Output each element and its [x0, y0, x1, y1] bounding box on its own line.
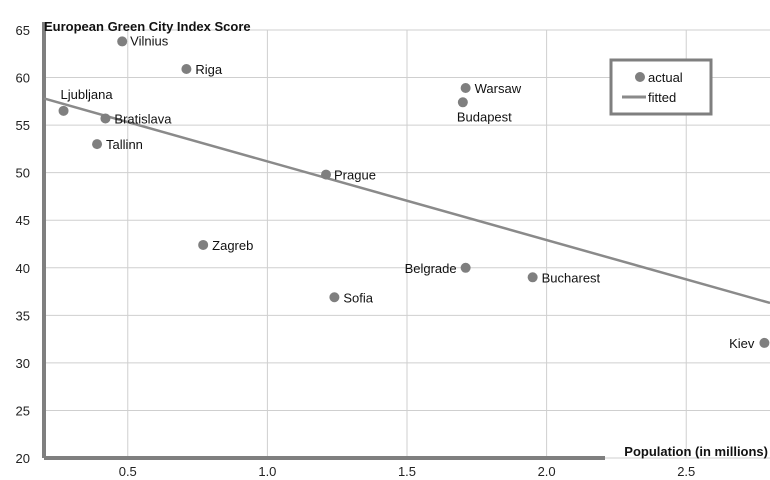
city-label: Belgrade — [405, 261, 457, 276]
data-point — [321, 169, 332, 180]
grid-layer — [44, 29, 770, 459]
city-label: Tallinn — [106, 137, 143, 152]
x-tick-label: 2.0 — [538, 464, 556, 479]
y-tick-label: 50 — [16, 166, 30, 181]
data-point — [198, 239, 209, 250]
data-point — [181, 63, 192, 74]
y-tick-label: 20 — [16, 451, 30, 466]
y-tick-label: 65 — [16, 23, 30, 38]
legend: actual fitted — [609, 58, 713, 116]
x-tick-label: 2.5 — [677, 464, 695, 479]
y-tick-label: 40 — [16, 261, 30, 276]
city-label: Vilnius — [130, 33, 169, 48]
y-tick-label: 60 — [16, 71, 30, 86]
y-tick-label: 30 — [16, 356, 30, 371]
y-tick-label: 35 — [16, 308, 30, 323]
data-point — [58, 105, 69, 116]
fitted-line — [43, 97, 770, 305]
city-label: Zagreb — [212, 238, 253, 253]
data-point — [329, 292, 340, 303]
city-label: Kiev — [729, 336, 755, 351]
data-point — [457, 97, 468, 108]
y-tick-label: 25 — [16, 403, 30, 418]
data-point — [759, 337, 770, 348]
data-point — [117, 36, 128, 47]
legend-fitted-label: fitted — [648, 90, 676, 105]
tick-label-layer: 20 25 30 35 40 45 50 55 60 65 0.5 1.0 1.5 2.0 2.5 — [16, 23, 696, 479]
data-point — [460, 262, 471, 273]
city-label: Budapest — [457, 109, 512, 124]
y-tick-label: 55 — [16, 118, 30, 133]
city-label: Bratislava — [114, 111, 172, 126]
city-label: Riga — [195, 62, 223, 77]
data-point — [92, 139, 103, 150]
fitted-line-layer — [43, 97, 770, 305]
x-tick-label: 1.0 — [258, 464, 276, 479]
data-point-layer — [58, 36, 770, 348]
x-tick-label: 0.5 — [119, 464, 137, 479]
city-label: Warsaw — [475, 81, 522, 96]
city-label: Ljubljana — [61, 87, 114, 102]
y-axis-title: European Green City Index Score — [44, 19, 251, 34]
axis-layer — [42, 22, 605, 460]
data-point — [460, 83, 471, 94]
legend-actual-marker — [635, 72, 645, 82]
data-point — [527, 272, 538, 283]
y-tick-label: 45 — [16, 213, 30, 228]
data-point — [100, 113, 111, 124]
legend-actual-label: actual — [648, 70, 683, 85]
x-axis-title: Population (in millions) — [624, 444, 768, 459]
city-label: Sofia — [343, 290, 373, 305]
city-label: Prague — [334, 168, 376, 183]
city-label: Bucharest — [542, 270, 601, 285]
x-tick-label: 1.5 — [398, 464, 416, 479]
legend-box — [609, 58, 713, 116]
